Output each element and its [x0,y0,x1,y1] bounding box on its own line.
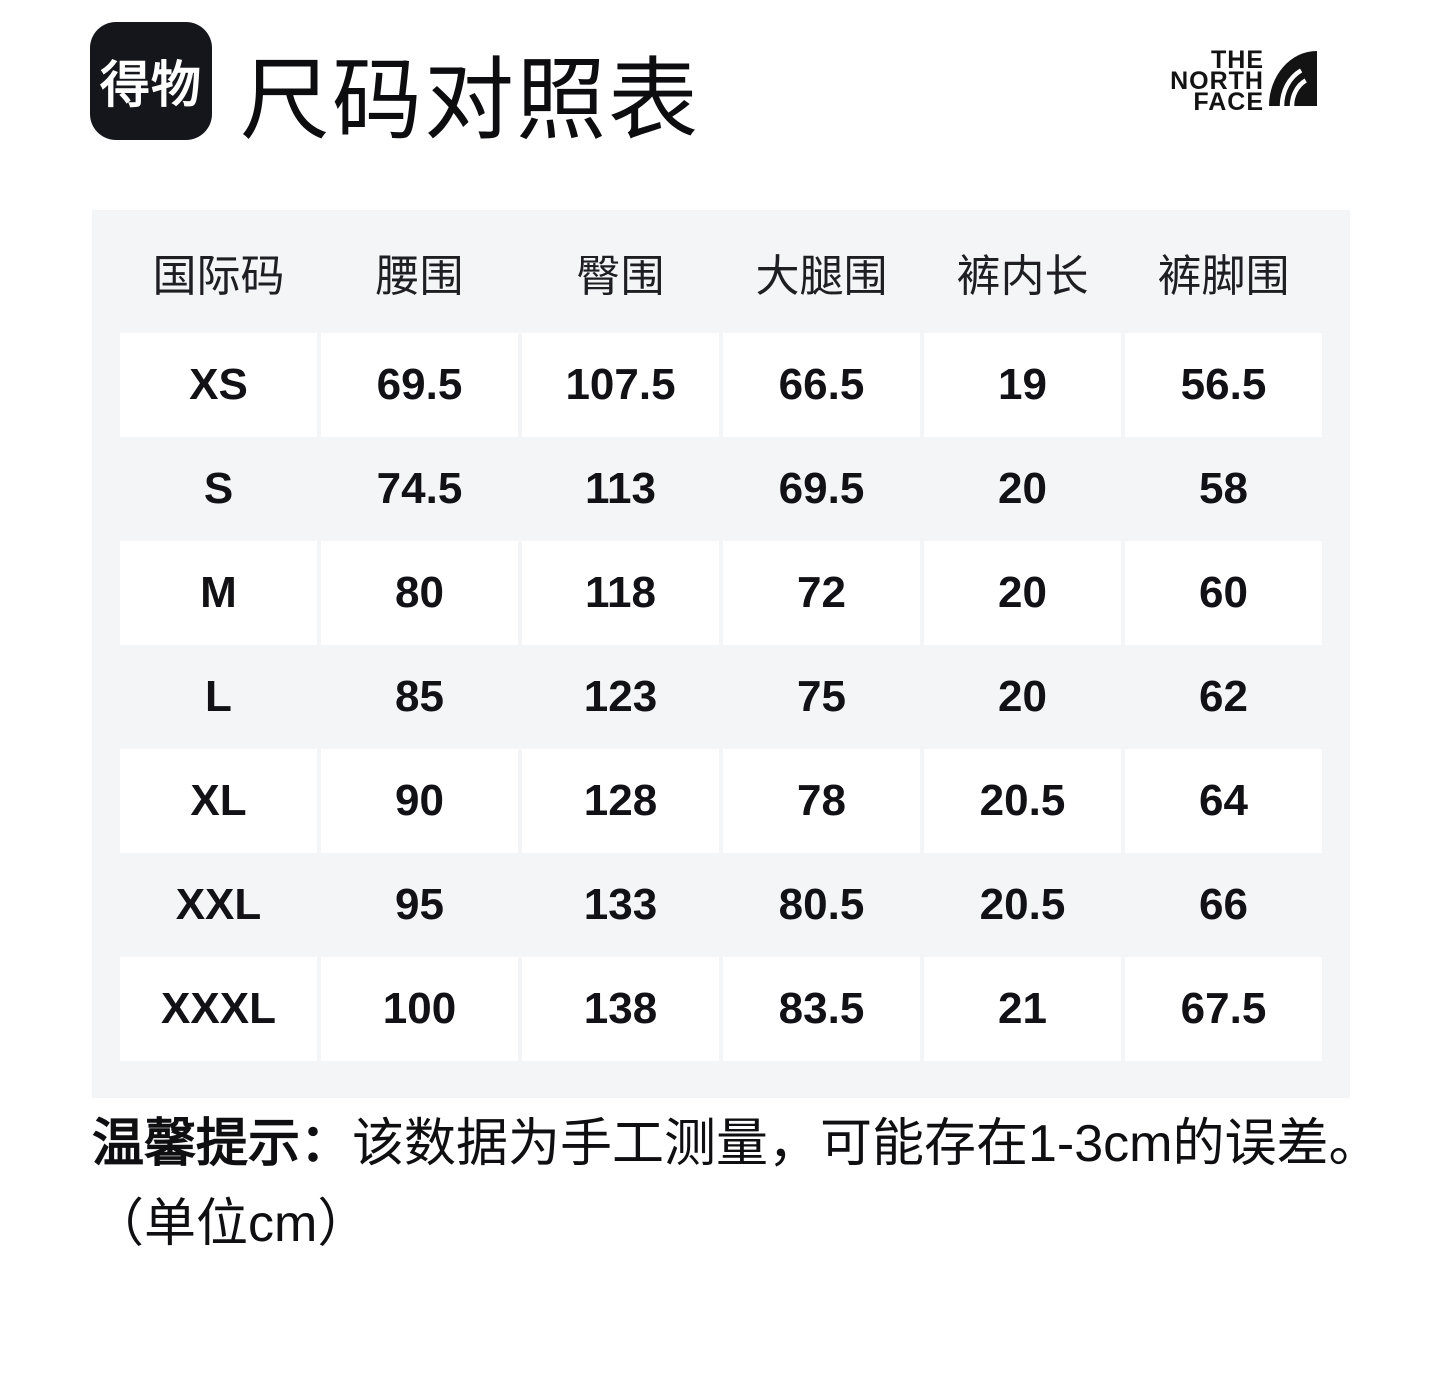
note-line: 温馨提示：该数据为手工测量，可能存在1-3cm的误差。 [92,1115,1381,1173]
size-cell: XS [120,333,317,437]
value-cell: 113 [585,464,656,513]
value-cell: 128 [522,749,719,853]
column-header: 裤内长 [956,251,1089,301]
value-cell: 19 [924,333,1121,437]
value-cell: 83.5 [723,957,920,1061]
dewu-logo-text: 得物 [100,57,202,113]
value-cell: 20 [924,541,1121,645]
value-cell: 69.5 [321,333,518,437]
table-row: XS 69.5 107.5 66.5 19 56.5 [120,333,1322,437]
value-cell: 138 [522,957,719,1061]
value-cell: 20 [998,672,1047,721]
value-cell: 21 [924,957,1121,1061]
value-cell: 118 [522,541,719,645]
size-cell: XXXL [120,957,317,1061]
size-cell: M [120,541,317,645]
north-face-wordmark: THE NORTH FACE [1170,46,1264,116]
value-cell: 74.5 [376,464,463,513]
wordmark-line: NORTH [1170,67,1264,95]
dewu-logo: 得物 [90,22,212,140]
table-row: S 74.5 113 69.5 20 58 [120,437,1322,541]
value-cell: 95 [395,880,444,929]
table-row: XXXL 100 138 83.5 21 67.5 [120,957,1322,1061]
value-cell: 107.5 [522,333,719,437]
value-cell: 75 [797,672,846,721]
size-cell: XXL [175,880,262,929]
value-cell: 56.5 [1125,333,1322,437]
north-face-logo: THE NORTH FACE [1170,46,1317,116]
size-cell: XL [120,749,317,853]
value-cell: 62 [1199,672,1248,721]
wordmark-line: THE [1211,46,1264,74]
page-title: 尺码对照表 [240,51,700,151]
table-row: M 80 118 72 20 60 [120,541,1322,645]
value-cell: 123 [583,672,658,721]
size-cell: S [203,464,234,513]
table-body: XS 69.5 107.5 66.5 19 56.5 S 74.5 113 69.5 20 58 M 80… [120,333,1322,1061]
value-cell: 20.5 [924,749,1121,853]
value-cell: 78 [723,749,920,853]
note-unit: （单位cm） [92,1195,370,1253]
size-cell: L [205,672,232,721]
half-dome-icon [1269,51,1317,106]
value-cell: 133 [583,880,658,929]
table-row: XL 90 128 78 20.5 64 [120,749,1322,853]
value-cell: 67.5 [1125,957,1322,1061]
value-cell: 100 [321,957,518,1061]
column-header: 国际码 [152,251,285,301]
column-header: 大腿围 [755,251,888,301]
value-cell: 85 [395,672,444,721]
size-table: 国际码 腰围 臀围 大腿围 裤内长 裤脚围 XS 69.5 107.5 66.5 19 56.5 S 7… [92,210,1350,1098]
value-cell: 58 [1199,464,1248,513]
value-cell: 72 [723,541,920,645]
note-text: 该数据为手工测量，可能存在1-3cm的误差。 [352,1115,1381,1173]
table-row: L 85 123 75 20 62 [120,645,1322,749]
value-cell: 60 [1125,541,1322,645]
column-header: 裤脚围 [1157,251,1290,301]
value-cell: 20.5 [979,880,1066,929]
value-cell: 66.5 [723,333,920,437]
column-header: 腰围 [375,251,464,301]
value-cell: 90 [321,749,518,853]
wordmark-line: FACE [1193,88,1264,116]
value-cell: 64 [1125,749,1322,853]
value-cell: 80.5 [778,880,865,929]
note-label: 温馨提示： [92,1115,353,1173]
table-header-row: 国际码 腰围 臀围 大腿围 裤内长 裤脚围 [120,210,1322,333]
note: 温馨提示：该数据为手工测量，可能存在1-3cm的误差。 （单位cm） [92,1104,1382,1264]
value-cell: 66 [1199,880,1248,929]
column-header: 臀围 [576,251,665,301]
table-row: XXL 95 133 80.5 20.5 66 [120,853,1322,957]
value-cell: 80 [321,541,518,645]
value-cell: 69.5 [778,464,865,513]
value-cell: 20 [998,464,1047,513]
